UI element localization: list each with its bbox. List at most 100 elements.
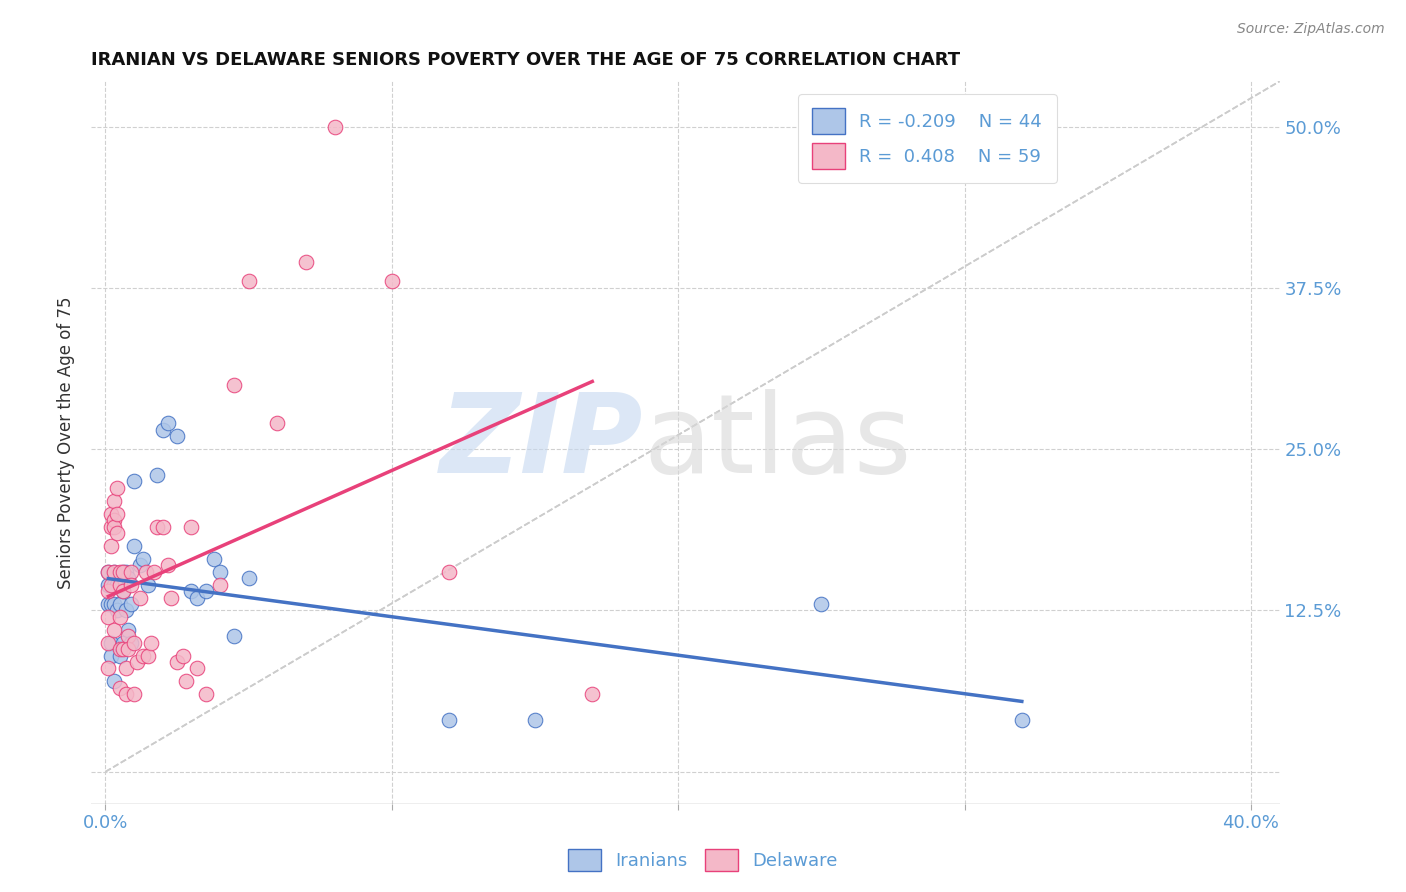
Point: [152, 519, 174, 533]
Point: [238, 571, 260, 585]
Point: [103, 623, 125, 637]
Point: [111, 584, 134, 599]
Point: [202, 551, 225, 566]
Point: [97, 584, 120, 599]
Point: [146, 519, 169, 533]
Point: [111, 565, 134, 579]
Point: [131, 648, 153, 663]
Point: [111, 642, 134, 657]
Point: [100, 577, 122, 591]
Point: [122, 475, 145, 489]
Point: [103, 674, 125, 689]
Point: [208, 565, 231, 579]
Point: [180, 519, 202, 533]
Point: [105, 577, 128, 591]
Point: [437, 565, 460, 579]
Point: [208, 577, 231, 591]
Point: [100, 635, 122, 649]
Point: [180, 584, 202, 599]
Point: [166, 655, 188, 669]
Point: [524, 713, 547, 727]
Text: ZIP: ZIP: [440, 389, 644, 496]
Point: [157, 417, 180, 431]
Point: [117, 629, 139, 643]
Point: [103, 513, 125, 527]
Point: [194, 584, 217, 599]
Point: [381, 274, 404, 288]
Point: [105, 507, 128, 521]
Point: [122, 635, 145, 649]
Point: [135, 565, 157, 579]
Point: [138, 577, 160, 591]
Point: [125, 655, 148, 669]
Point: [97, 565, 120, 579]
Point: [146, 467, 169, 482]
Point: [186, 661, 208, 675]
Point: [117, 623, 139, 637]
Point: [103, 577, 125, 591]
Point: [224, 377, 246, 392]
Point: [238, 274, 260, 288]
Point: [131, 551, 153, 566]
Point: [114, 603, 136, 617]
Point: [105, 526, 128, 541]
Point: [152, 423, 174, 437]
Point: [100, 597, 122, 611]
Point: [97, 597, 120, 611]
Point: [266, 417, 288, 431]
Point: [97, 635, 120, 649]
Point: [120, 597, 142, 611]
Point: [97, 610, 120, 624]
Point: [100, 648, 122, 663]
Point: [103, 565, 125, 579]
Point: [141, 635, 163, 649]
Point: [810, 597, 832, 611]
Text: IRANIAN VS DELAWARE SENIORS POVERTY OVER THE AGE OF 75 CORRELATION CHART: IRANIAN VS DELAWARE SENIORS POVERTY OVER…: [91, 51, 960, 69]
Point: [295, 255, 318, 269]
Text: Source: ZipAtlas.com: Source: ZipAtlas.com: [1237, 22, 1385, 37]
Point: [122, 539, 145, 553]
Point: [108, 571, 131, 585]
Point: [103, 493, 125, 508]
Text: atlas: atlas: [644, 389, 912, 496]
Point: [166, 429, 188, 443]
Point: [172, 648, 194, 663]
Point: [103, 565, 125, 579]
Point: [117, 642, 139, 657]
Point: [114, 661, 136, 675]
Point: [437, 713, 460, 727]
Legend: R = -0.209    N = 44, R =  0.408    N = 59: R = -0.209 N = 44, R = 0.408 N = 59: [799, 94, 1057, 183]
Point: [323, 120, 346, 134]
Point: [224, 629, 246, 643]
Point: [128, 591, 150, 605]
Point: [186, 591, 208, 605]
Point: [103, 597, 125, 611]
Point: [97, 565, 120, 579]
Point: [194, 687, 217, 701]
Point: [108, 681, 131, 695]
Point: [100, 507, 122, 521]
Point: [114, 687, 136, 701]
Point: [114, 565, 136, 579]
Point: [111, 565, 134, 579]
Point: [160, 591, 183, 605]
Point: [581, 687, 603, 701]
Point: [97, 661, 120, 675]
Y-axis label: Seniors Poverty Over the Age of 75: Seniors Poverty Over the Age of 75: [58, 296, 75, 589]
Point: [157, 558, 180, 573]
Point: [105, 603, 128, 617]
Point: [108, 642, 131, 657]
Point: [120, 577, 142, 591]
Point: [120, 635, 142, 649]
Point: [108, 648, 131, 663]
Point: [97, 577, 120, 591]
Point: [117, 571, 139, 585]
Point: [122, 687, 145, 701]
Point: [108, 577, 131, 591]
Point: [108, 565, 131, 579]
Point: [105, 481, 128, 495]
Point: [103, 519, 125, 533]
Point: [138, 648, 160, 663]
Point: [111, 635, 134, 649]
Point: [108, 610, 131, 624]
